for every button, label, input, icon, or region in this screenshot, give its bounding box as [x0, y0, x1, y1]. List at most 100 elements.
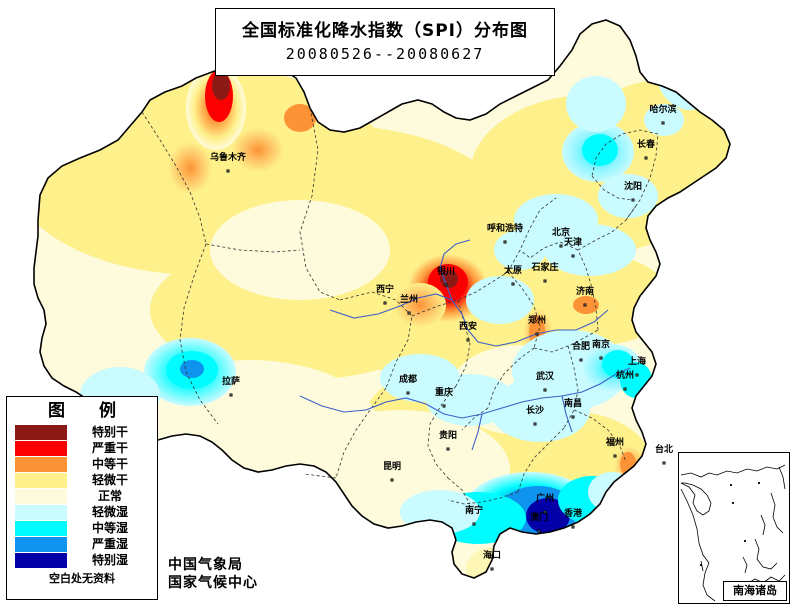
- legend-swatch: [15, 472, 67, 488]
- south-china-sea-inset: 南海诸岛: [678, 452, 790, 604]
- city-label: 福州: [605, 438, 625, 448]
- inset-map: [679, 453, 788, 602]
- legend-item: 轻微湿: [7, 504, 157, 520]
- legend-item: 中等干: [7, 456, 157, 472]
- city-marker-dot: [535, 332, 539, 336]
- city-marker-dot: [583, 303, 587, 307]
- city-label: 石家庄: [531, 263, 559, 273]
- city-label: 济南: [575, 287, 595, 297]
- city-marker-dot: [613, 454, 617, 458]
- city-label: 西宁: [375, 285, 395, 295]
- agency-credit: 中国气象局 国家气候中心: [168, 556, 258, 592]
- city-marker-dot: [537, 529, 541, 533]
- city-label: 昆明: [382, 462, 402, 472]
- city-marker-dot: [635, 373, 639, 377]
- city-label: 哈尔滨: [649, 105, 677, 115]
- city-marker-dot: [571, 254, 575, 258]
- legend-item-label: 轻微湿: [91, 504, 128, 519]
- legend-item-label: 特别湿: [91, 552, 128, 567]
- city-marker-dot: [543, 388, 547, 392]
- credit-line-2: 国家气候中心: [168, 575, 258, 591]
- legend-swatch: [15, 536, 67, 552]
- legend-swatch: [15, 424, 67, 440]
- city-marker-dot: [571, 415, 575, 419]
- legend-swatch: [15, 552, 67, 568]
- legend-rows: 特别干 严重干 中等干 轻微干 正常 轻微湿 中等湿 严重湿 特别湿: [7, 424, 157, 568]
- city-label: 南昌: [563, 399, 583, 409]
- city-label: 北京: [551, 228, 571, 238]
- legend-item-label: 中等干: [91, 456, 128, 471]
- city-label: 长沙: [525, 406, 545, 416]
- city-marker-dot: [623, 387, 627, 391]
- legend-swatch: [15, 440, 67, 456]
- city-marker-dot: [511, 282, 515, 286]
- city-label: 郑州: [527, 316, 547, 326]
- city-marker-dot: [406, 391, 410, 395]
- legend-item-label: 中等湿: [91, 520, 128, 535]
- legend-item-label: 严重干: [91, 440, 128, 455]
- city-marker-dot: [543, 279, 547, 283]
- city-label: 西安: [458, 322, 478, 332]
- city-label: 兰州: [399, 295, 419, 305]
- city-label: 成都: [398, 375, 418, 385]
- city-marker-dot: [559, 244, 563, 248]
- city-marker-dot: [661, 121, 665, 125]
- city-label: 香港: [563, 509, 583, 519]
- legend-footnote: 空白处无资料: [49, 572, 115, 585]
- legend-item-label: 轻微干: [91, 472, 128, 487]
- city-label: 杭州: [615, 371, 635, 381]
- city-label: 贵阳: [438, 431, 458, 441]
- city-marker-dot: [490, 567, 494, 571]
- legend: 图 例 特别干 严重干 中等干 轻微干 正常 轻微湿 中等湿 严重湿 特别湿 空白处无资料: [6, 396, 158, 600]
- city-label: 天津: [563, 238, 583, 248]
- legend-swatch: [15, 488, 67, 504]
- city-marker-dot: [644, 156, 648, 160]
- city-label: 南宁: [464, 506, 484, 516]
- city-marker-dot: [407, 311, 411, 315]
- city-marker-dot: [383, 301, 387, 305]
- inset-label: 南海诸岛: [723, 581, 787, 601]
- city-marker-dot: [503, 240, 507, 244]
- legend-swatch: [15, 504, 67, 520]
- city-label: 上海: [627, 357, 647, 367]
- city-marker-dot: [631, 198, 635, 202]
- credit-line-1: 中国气象局: [168, 557, 243, 573]
- legend-item-label: 正常: [97, 488, 122, 503]
- city-label: 太原: [503, 266, 523, 276]
- city-label: 银川: [436, 267, 456, 277]
- city-label: 乌鲁木齐: [209, 153, 247, 163]
- legend-item: 特别湿: [7, 552, 157, 568]
- province-boundaries: [141, 107, 659, 505]
- city-label: 沈阳: [623, 182, 643, 192]
- title-date-range: 20080526--20080627: [285, 45, 485, 63]
- city-marker-dot: [472, 522, 476, 526]
- city-label: 合肥: [571, 342, 591, 352]
- city-label: 澳门: [529, 513, 549, 523]
- city-marker-dot: [226, 169, 230, 173]
- city-marker-dot: [599, 356, 603, 360]
- city-label: 南京: [591, 340, 611, 350]
- city-marker-dot: [571, 525, 575, 529]
- city-label: 武汉: [535, 372, 555, 382]
- city-label: 台北: [654, 445, 674, 455]
- legend-item-label: 特别干: [91, 424, 128, 439]
- legend-item: 中等湿: [7, 520, 157, 536]
- legend-swatch: [15, 456, 67, 472]
- city-marker-dot: [229, 393, 233, 397]
- legend-item: 正常: [7, 488, 157, 504]
- city-marker-dot: [533, 422, 537, 426]
- legend-item: 轻微干: [7, 472, 157, 488]
- map-title-box: 全国标准化降水指数（SPI）分布图 20080526--20080627: [215, 8, 555, 76]
- city-marker-dot: [579, 358, 583, 362]
- city-label: 广州: [535, 494, 555, 504]
- city-marker-dot: [446, 447, 450, 451]
- legend-item: 严重湿: [7, 536, 157, 552]
- legend-title: 图 例: [48, 401, 130, 421]
- legend-item: 特别干: [7, 424, 157, 440]
- city-marker-dot: [466, 338, 470, 342]
- city-label: 重庆: [434, 388, 454, 398]
- city-label: 呼和浩特: [486, 224, 524, 234]
- city-marker-dot: [444, 283, 448, 287]
